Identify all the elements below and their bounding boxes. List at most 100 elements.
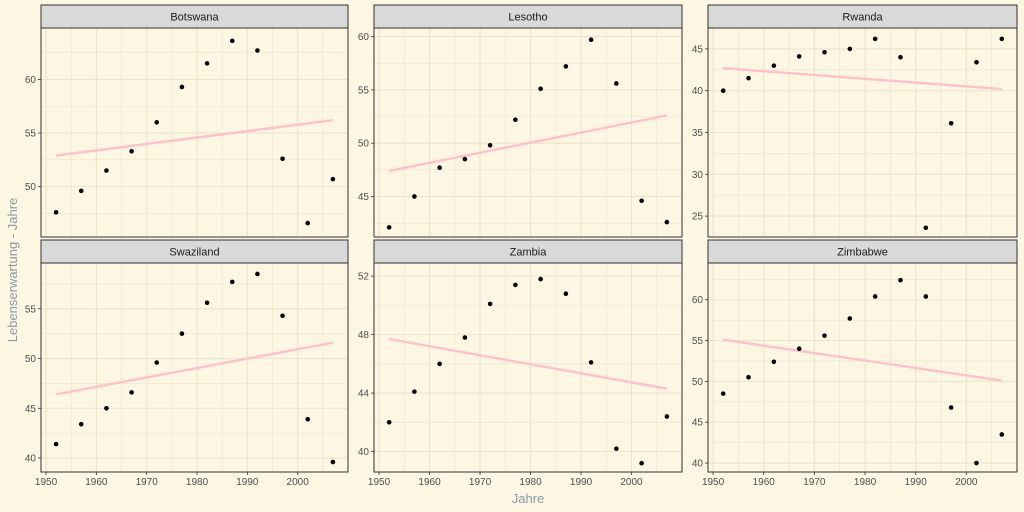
data-point	[923, 225, 929, 231]
x-tick-label: 1980	[854, 477, 877, 488]
data-point	[104, 406, 109, 411]
data-point	[513, 282, 518, 288]
panel-swaziland: Swaziland 40 45 50 55 1950 1960 1970 1980 1990 200…	[25, 239, 349, 488]
data-point	[974, 460, 979, 466]
data-point	[305, 416, 311, 422]
data-point	[330, 459, 336, 465]
data-point	[204, 61, 210, 66]
y-tick-label: 60	[25, 75, 37, 86]
data-point	[872, 36, 878, 42]
data-point	[513, 117, 518, 123]
data-point	[999, 432, 1005, 437]
data-point	[614, 81, 619, 86]
y-axis-title: Lebenserwartung - Jahre	[5, 198, 20, 343]
y-tick-label: 52	[358, 272, 370, 283]
panel-title: Swaziland	[169, 247, 219, 259]
panel-title: Rwanda	[842, 12, 883, 24]
y-tick-label: 55	[358, 85, 370, 96]
x-tick-label: 2000	[955, 477, 978, 488]
data-point	[664, 414, 670, 419]
y-tick-label: 40	[25, 454, 37, 465]
x-tick-label: 1990	[236, 477, 259, 488]
x-tick-label: 1990	[570, 477, 593, 488]
data-point	[179, 84, 185, 90]
y-tick-label: 50	[692, 377, 704, 388]
y-tick-label: 40	[692, 86, 704, 97]
data-point	[872, 294, 878, 299]
y-tick-label: 45	[692, 44, 704, 55]
data-point	[386, 225, 392, 230]
y-tick-label: 45	[358, 192, 370, 203]
y-tick-label: 44	[358, 389, 370, 400]
x-tick-label: 1980	[186, 477, 209, 488]
data-point	[53, 210, 59, 215]
y-tick-label: 40	[692, 459, 704, 470]
panel-border	[373, 262, 683, 473]
y-tick-label: 50	[358, 139, 370, 150]
y-tick-label: 55	[25, 129, 37, 140]
y-tick-label: 25	[692, 212, 704, 223]
y-tick-label: 55	[692, 336, 704, 347]
data-point	[999, 36, 1005, 42]
x-tick-label: 2000	[287, 477, 310, 488]
data-point	[538, 276, 543, 282]
x-tick-label: 1970	[469, 477, 492, 488]
data-point	[847, 46, 853, 52]
data-point	[462, 335, 468, 340]
x-tick-label: 1990	[905, 477, 928, 488]
panel-border	[707, 262, 1018, 473]
data-point	[78, 188, 84, 194]
panel-title: Zimbabwe	[837, 247, 888, 259]
data-point	[898, 54, 903, 60]
y-tick-label: 35	[692, 128, 704, 139]
trend-line	[388, 114, 668, 173]
data-point	[437, 361, 442, 367]
y-tick-label: 50	[25, 182, 37, 193]
data-point	[104, 168, 109, 173]
panel-title: Lesotho	[508, 12, 547, 24]
data-point	[948, 121, 954, 126]
x-tick-label: 1970	[136, 477, 159, 488]
data-point	[154, 120, 160, 125]
x-tick-label: 1970	[803, 477, 826, 488]
x-tick-label: 1960	[418, 477, 441, 488]
data-point	[437, 165, 442, 170]
data-point	[129, 148, 134, 154]
panel-title: Botswana	[170, 12, 219, 24]
data-point	[53, 441, 59, 447]
data-point	[330, 176, 336, 182]
data-point	[746, 374, 751, 380]
data-point	[563, 291, 569, 296]
x-tick-label: 1950	[35, 477, 58, 488]
data-point	[229, 38, 235, 44]
data-point	[898, 277, 903, 283]
data-point	[720, 391, 726, 396]
data-point	[280, 313, 285, 319]
data-point	[771, 63, 777, 68]
panel-rwanda: Rwanda 25 30 35 40 45	[692, 4, 1018, 238]
data-point	[822, 333, 827, 338]
panel-border	[373, 27, 683, 238]
data-point	[746, 75, 751, 81]
data-point	[280, 156, 285, 162]
panel-background	[374, 28, 682, 237]
data-point	[664, 219, 670, 225]
panel-border	[40, 262, 349, 473]
data-point	[771, 359, 777, 365]
data-point	[487, 301, 493, 307]
y-tick-label: 40	[358, 447, 370, 458]
data-point	[923, 294, 929, 299]
y-tick-label: 50	[25, 354, 37, 365]
data-point	[412, 194, 417, 199]
panel-botswana: Botswana 50 55 60	[25, 4, 349, 238]
x-tick-label: 1960	[85, 477, 108, 488]
panel-zimbabwe: Zimbabwe 40 45 50 55 60 1950 1960 1970 1980 1990 20…	[692, 239, 1018, 488]
trend-line	[55, 341, 334, 396]
trend-line	[55, 118, 334, 157]
data-point	[588, 360, 594, 365]
data-point	[974, 59, 979, 65]
y-tick-label: 48	[358, 330, 370, 341]
data-point	[639, 198, 644, 204]
data-point	[129, 390, 134, 395]
